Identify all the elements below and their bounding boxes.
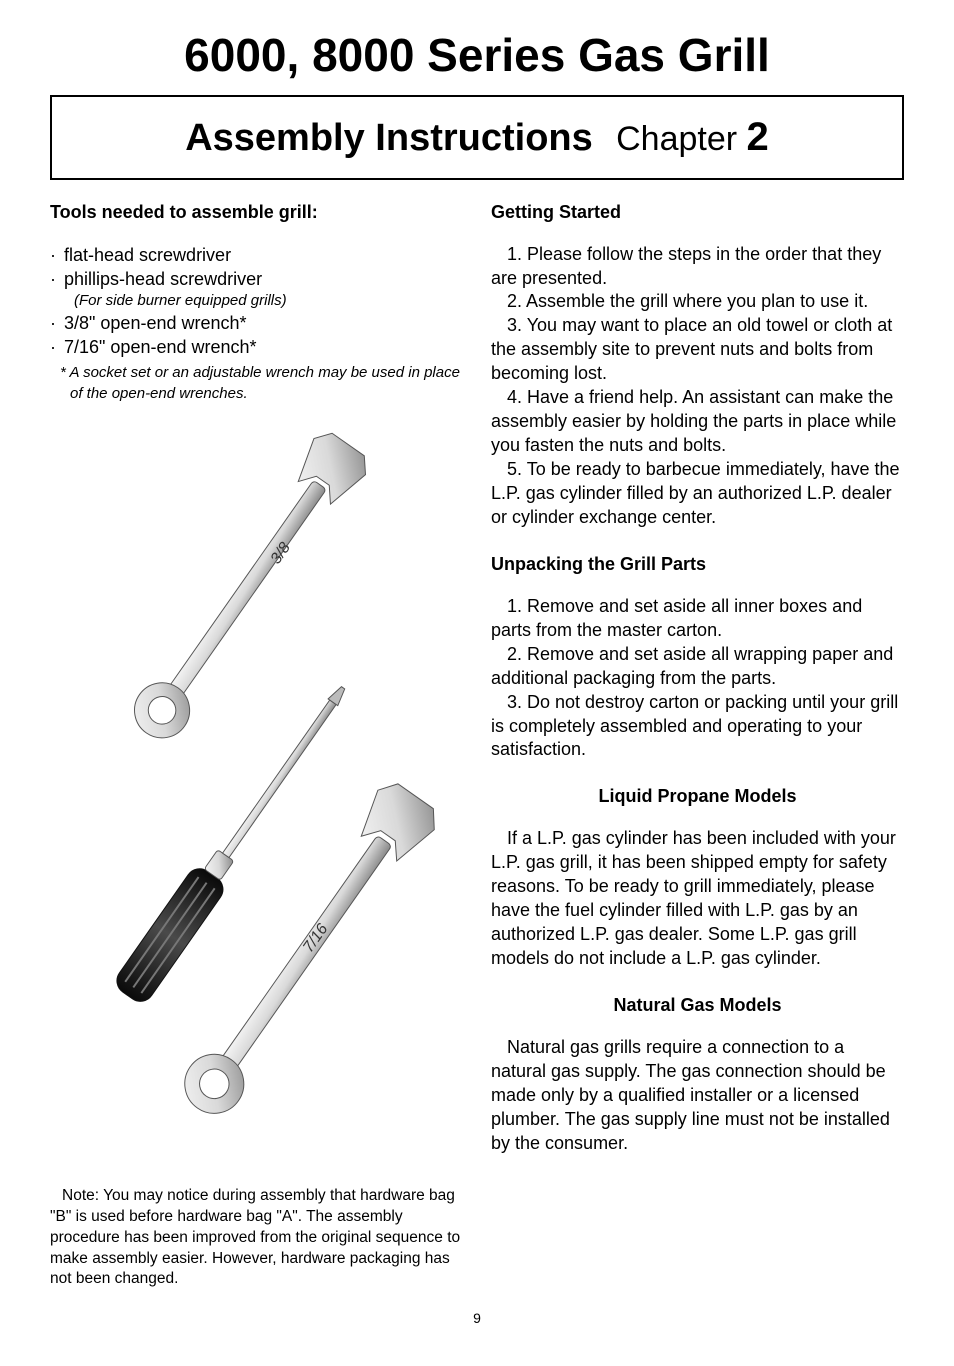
list-item: 5. To be ready to barbecue immediately, … xyxy=(491,458,904,530)
list-item: 2. Remove and set aside all wrapping pap… xyxy=(491,643,904,691)
hardware-note: Note: You may notice during assembly tha… xyxy=(50,1186,463,1291)
two-column-layout: Tools needed to assemble grill: ·flat-he… xyxy=(50,202,904,1291)
chapter-label-light: Chapter xyxy=(616,120,737,158)
tools-illustration: 3/8 7/16 xyxy=(50,416,463,1176)
list-item: ·3/8" open-end wrench* xyxy=(50,311,463,335)
tools-subnote: (For side burner equipped grills) xyxy=(74,291,463,311)
asterisk-note: * A socket set or an adjustable wrench m… xyxy=(70,363,463,404)
getting-started-list: 1. Please follow the steps in the order … xyxy=(491,243,904,530)
list-item: ·flat-head screwdriver xyxy=(50,243,463,267)
tool-name: 7/16" open-end wrench* xyxy=(64,335,257,359)
chapter-heading-box: Assembly Instructions Chapter 2 xyxy=(50,95,904,180)
document-page: 6000, 8000 Series Gas Grill Assembly Ins… xyxy=(0,0,954,1366)
page-title: 6000, 8000 Series Gas Grill xyxy=(50,30,904,81)
tool-name: phillips-head screwdriver xyxy=(64,267,262,291)
list-item: 3. You may want to place an old towel or… xyxy=(491,314,904,386)
tool-name: 3/8" open-end wrench* xyxy=(64,311,247,335)
list-item: 1. Remove and set aside all inner boxes … xyxy=(491,595,904,643)
ng-paragraph: Natural gas grills require a connection … xyxy=(491,1036,904,1156)
left-column: Tools needed to assemble grill: ·flat-he… xyxy=(50,202,463,1291)
unpacking-heading: Unpacking the Grill Parts xyxy=(491,554,904,575)
tool-name: flat-head screwdriver xyxy=(64,243,231,267)
lp-paragraph: If a L.P. gas cylinder has been included… xyxy=(491,827,904,971)
chapter-label-strong: Assembly Instructions xyxy=(185,117,593,159)
list-item: ·7/16" open-end wrench* xyxy=(50,335,463,359)
list-item: 2. Assemble the grill where you plan to … xyxy=(491,290,904,314)
right-column: Getting Started 1. Please follow the ste… xyxy=(491,202,904,1291)
ng-heading: Natural Gas Models xyxy=(491,995,904,1016)
list-item: ·phillips-head screwdriver xyxy=(50,267,463,291)
getting-started-heading: Getting Started xyxy=(491,202,904,223)
tools-heading: Tools needed to assemble grill: xyxy=(50,202,463,223)
list-item: 1. Please follow the steps in the order … xyxy=(491,243,904,291)
chapter-number: 2 xyxy=(747,115,769,159)
list-item: 4. Have a friend help. An assistant can … xyxy=(491,386,904,458)
list-item: 3. Do not destroy carton or packing unti… xyxy=(491,691,904,763)
tools-list: ·flat-head screwdriver ·phillips-head sc… xyxy=(50,243,463,360)
page-number: 9 xyxy=(50,1310,904,1326)
lp-heading: Liquid Propane Models xyxy=(491,786,904,807)
unpacking-list: 1. Remove and set aside all inner boxes … xyxy=(491,595,904,763)
